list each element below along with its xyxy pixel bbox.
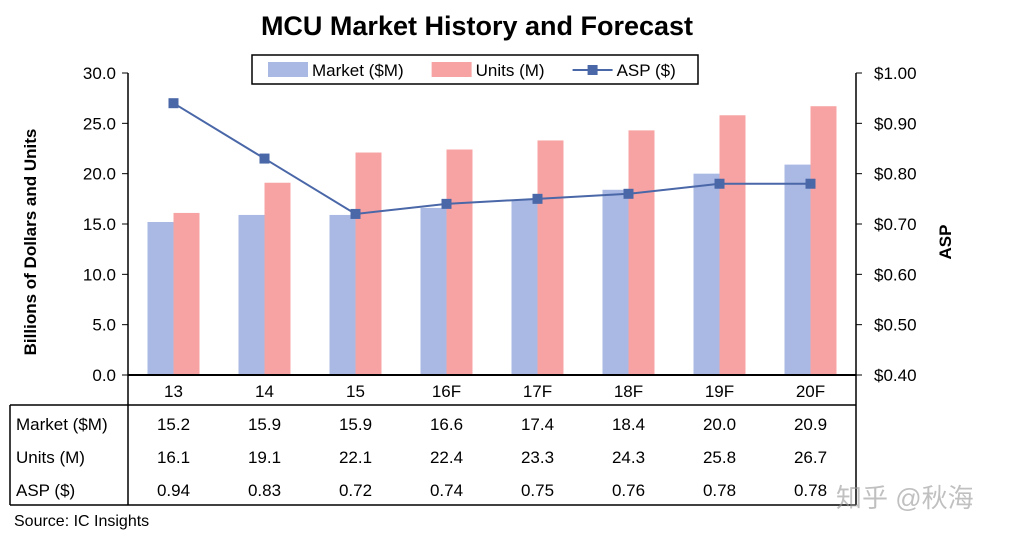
table-cell: 15.9 (248, 415, 281, 434)
y2-tick-label: $1.00 (874, 64, 917, 83)
y-tick-label: 30.0 (83, 64, 116, 83)
x-tick-label: 19F (705, 382, 734, 401)
table-cell: 0.76 (612, 481, 645, 500)
asp-point (714, 178, 725, 189)
legend-label: Units (M) (476, 61, 545, 80)
table-cell: 0.78 (703, 481, 736, 500)
y2-tick-label: $0.70 (874, 215, 917, 234)
table-cell: 20.9 (794, 415, 827, 434)
bar-units (719, 115, 746, 375)
legend-swatch (431, 62, 472, 77)
x-tick-label: 17F (523, 382, 552, 401)
asp-point (623, 188, 634, 199)
table-cell: 22.1 (339, 448, 372, 467)
chart-title: MCU Market History and Forecast (261, 11, 693, 41)
bar-units (537, 140, 564, 375)
bar-units (446, 149, 473, 375)
table-cell: 16.6 (430, 415, 463, 434)
table-cell: 16.1 (157, 448, 190, 467)
watermark: 知乎 @秋海 (836, 483, 974, 513)
bar-market (238, 214, 265, 375)
table-cell: 0.75 (521, 481, 554, 500)
table-cell: 15.9 (339, 415, 372, 434)
x-tick-label: 14 (255, 382, 274, 401)
asp-point (259, 153, 270, 164)
x-tick-label: 13 (164, 382, 183, 401)
y-tick-label: 25.0 (83, 114, 116, 133)
legend-box (251, 54, 699, 85)
table-cell: 22.4 (430, 448, 463, 467)
asp-line (172, 102, 811, 215)
y-tick-label: 20.0 (83, 165, 116, 184)
bar-units (355, 152, 382, 375)
bar-market (329, 214, 356, 375)
y2-tick-label: $0.80 (874, 165, 917, 184)
legend: Market ($M) Units (M) ASP ($) (251, 54, 699, 85)
bar-market (511, 199, 538, 375)
table-cell: 0.78 (794, 481, 827, 500)
y2-tick-label: $0.60 (874, 265, 917, 284)
x-tick-label: 18F (614, 382, 643, 401)
y-tick-label: 15.0 (83, 215, 116, 234)
bar-market (693, 173, 720, 375)
asp-point (350, 208, 361, 219)
bar-market (420, 207, 447, 375)
bar-units (810, 106, 837, 375)
asp-point (441, 198, 452, 209)
x-tick-label: 16F (432, 382, 461, 401)
legend-marker (587, 65, 598, 75)
table-row-header: Units (M) (16, 448, 85, 467)
y-tick-label: 10.0 (83, 265, 116, 284)
table-cell: 18.4 (612, 415, 645, 434)
y-axis-label: Billions of Dollars and Units (21, 129, 40, 356)
table-cell: 24.3 (612, 448, 645, 467)
table-cell: 0.72 (339, 481, 372, 500)
asp-point (532, 193, 543, 204)
table-cell: 0.83 (248, 481, 281, 500)
table-cell: 23.3 (521, 448, 554, 467)
y2-axis-label: ASP (936, 225, 955, 260)
x-tick-label: 15 (346, 382, 365, 401)
x-tick-label: 20F (796, 382, 825, 401)
table-cell: 0.94 (157, 481, 190, 500)
bar-market (147, 221, 174, 375)
table-cell: 0.74 (430, 481, 463, 500)
source-note: Source: IC Insights (14, 513, 149, 530)
y-tick-label: 5.0 (92, 316, 116, 335)
table-cell: 19.1 (248, 448, 281, 467)
table-cell: 20.0 (703, 415, 736, 434)
legend-label: Market ($M) (312, 61, 404, 80)
bar-units (264, 182, 291, 375)
legend-label: ASP ($) (617, 61, 676, 80)
table-row-header: Market ($M) (16, 415, 108, 434)
asp-point (168, 98, 179, 109)
asp-point (805, 178, 816, 189)
y2-tick-label: $0.40 (874, 366, 917, 385)
table-cell: 26.7 (794, 448, 827, 467)
table-row-header: ASP ($) (16, 481, 75, 500)
y2-tick-label: $0.90 (874, 114, 917, 133)
y-tick-label: 0.0 (92, 366, 116, 385)
y2-tick-label: $0.50 (874, 316, 917, 335)
table-cell: 25.8 (703, 448, 736, 467)
bar-units (173, 212, 200, 375)
bar-units (628, 130, 655, 375)
bar-market (602, 189, 629, 375)
table-cell: 15.2 (157, 415, 190, 434)
legend-swatch (268, 62, 308, 77)
bar-market (784, 164, 811, 375)
table-cell: 17.4 (521, 415, 554, 434)
